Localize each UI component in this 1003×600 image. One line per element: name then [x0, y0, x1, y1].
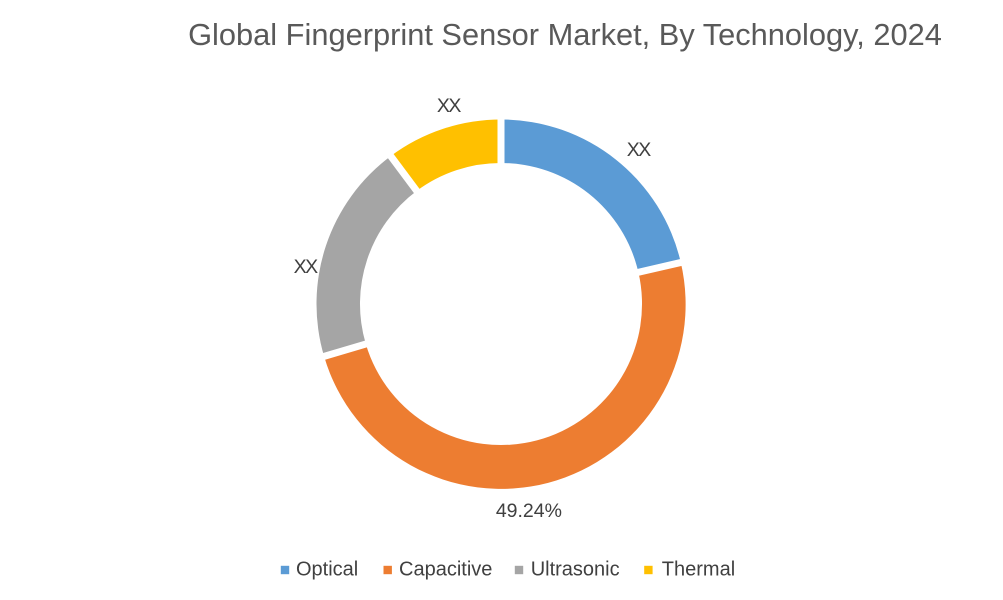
svg-text:Thermal: Thermal [662, 559, 735, 581]
svg-text:XX: XX [437, 95, 462, 117]
svg-text:Capacitive: Capacitive [399, 559, 492, 581]
svg-text:49.24%: 49.24% [496, 500, 562, 522]
svg-text:Ultrasonic: Ultrasonic [531, 559, 620, 581]
svg-text:Global Fingerprint Sensor Mark: Global Fingerprint Sensor Market, By Tec… [188, 17, 942, 52]
svg-text:XX: XX [294, 256, 319, 278]
svg-text:XX: XX [627, 139, 652, 161]
svg-text:Optical: Optical [296, 559, 358, 581]
